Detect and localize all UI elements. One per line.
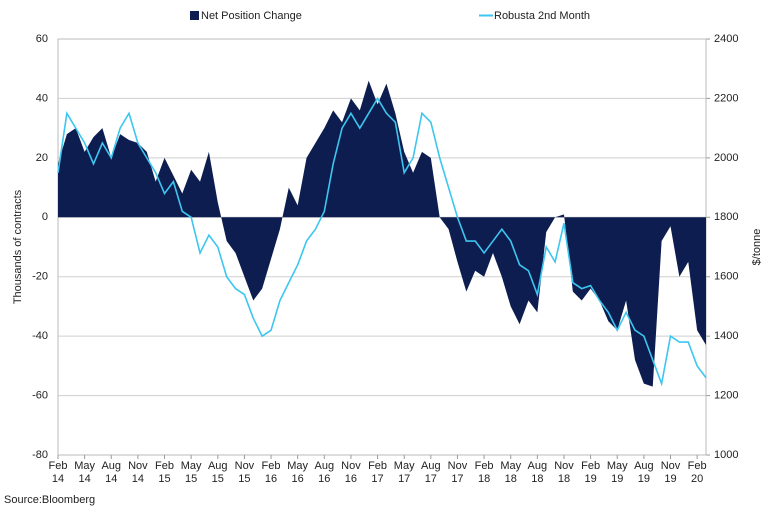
y-tick-label: 20 [36,152,48,164]
x-tick-label: Feb 20 [687,460,707,485]
line [57,96,707,387]
y2-axis-label: $/tonne [751,229,763,266]
y2-tick-label: 1400 [714,330,738,342]
y-tick-label: -20 [32,271,48,283]
x-tick-label: Nov 15 [234,460,255,485]
x-tick-label: May 14 [74,460,96,485]
x-tick-label: Feb 17 [368,460,388,485]
source: Source:Bloomberg [4,494,95,506]
y-axis-label: Thousands of contracts [12,189,24,304]
x-tick-label: Nov 17 [447,460,468,485]
x-tick-label: May 16 [287,460,309,485]
y2-tick-label: 2400 [714,33,738,45]
legend-label: Net Position Change [201,10,302,22]
x-tick-label: Aug 17 [421,460,441,485]
x-tick-label: May 18 [500,460,522,485]
y-tick-label: 40 [36,92,48,104]
legend-label: Robusta 2nd Month [494,10,590,22]
x-tick-label: May 19 [606,460,628,485]
x-tick-label: Aug 14 [101,460,122,485]
x-tick-label: Nov 14 [128,460,148,485]
y-tick-label: 0 [42,211,48,223]
y-tick-label: 60 [36,33,48,45]
x-tick-label: May 15 [180,460,202,485]
x-tick-label: Feb 15 [155,460,174,485]
x-tick-label: Feb 14 [48,460,68,485]
y2-tick-label: 1600 [714,271,738,283]
y-tick-label: -60 [32,389,48,401]
x-tick-label: Feb 19 [581,460,601,485]
legend-swatch [190,11,199,20]
x-tick-label: Feb 18 [474,460,494,485]
y2-tick-label: 1200 [714,389,738,401]
area [58,80,706,387]
x-tick-label: Nov 16 [341,460,361,485]
y2-tick-label: 1000 [714,449,738,461]
y-tick-label: -40 [32,330,48,342]
y-tick-label: -80 [32,449,48,461]
x-tick-label: Aug 16 [314,460,335,485]
y2-tick-label: 2200 [714,92,738,104]
x-tick-label: Feb 16 [261,460,281,485]
y2-tick-label: 1800 [714,211,738,223]
x-tick-label: Aug 19 [634,460,654,485]
x-tick-label: Nov 18 [554,460,574,485]
x-tick-label: Aug 18 [527,460,548,485]
y2-tick-label: 2000 [714,152,738,164]
x-tick-label: Nov 19 [660,460,681,485]
x-tick-label: May 17 [393,460,415,485]
x-tick-label: Aug 15 [207,460,228,485]
